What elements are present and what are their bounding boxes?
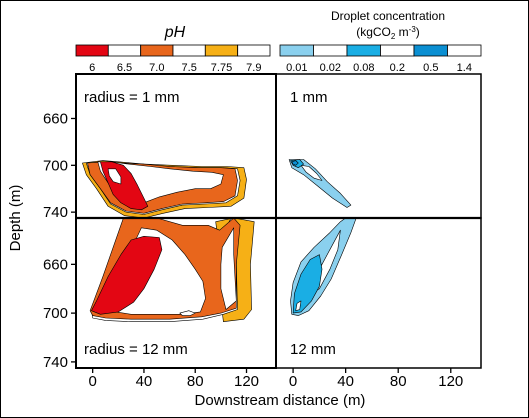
x-tick-label: 40 (136, 373, 153, 390)
x-tick-label: 120 (234, 373, 259, 390)
y-axis-title: Depth (m) (7, 185, 24, 252)
droplet-colorbar-tick-label: 0.08 (353, 62, 374, 74)
contour-ph-12mm-6 (179, 310, 196, 316)
droplet-colorbar-band-2 (346, 44, 381, 57)
contours-drop-1mm (288, 159, 352, 208)
axes: 0 40 80 120 0 40 80 120 660 700 740 660 700 740 (43, 110, 463, 390)
contours-ph-12mm (89, 218, 255, 323)
panel-label-drop-12mm: 12 mm (290, 341, 336, 358)
contour-ph-1mm-5 (107, 168, 122, 185)
droplet-title-sup: -3 (409, 25, 417, 34)
panel-label-ph-1mm: radius = 1 mm (84, 89, 179, 106)
x-tick-label: 0 (88, 373, 96, 390)
ph-colorbar-tick-label: 7.9 (246, 62, 261, 74)
contour-drop-12mm-2 (292, 254, 323, 314)
ph-colorbar-band-4 (204, 44, 239, 57)
ph-colorbar-tick-label: 7.0 (149, 62, 164, 74)
droplet-colorbar-band-0 (279, 44, 314, 57)
x-tick-label: 80 (390, 373, 407, 390)
droplet-colorbar-title-line1: Droplet concentration (331, 9, 445, 23)
y-tick-label: 660 (43, 256, 68, 273)
x-tick-label: 40 (337, 373, 354, 390)
colorbars: 6 6.5 7.0 7.5 7.75 7.9 0.01 0.02 0.08 0.2 0.5 1.4 (75, 44, 482, 74)
contour-layers (82, 159, 357, 323)
contours-drop-12mm (290, 218, 357, 316)
droplet-title-sub: 2 (391, 32, 396, 41)
droplet-colorbar-tick-label: 0.2 (390, 62, 405, 74)
ph-colorbar-tick-label: 7.5 (182, 62, 197, 74)
droplet-colorbar-tick-label: 0.5 (423, 62, 438, 74)
droplet-colorbar-band-5 (447, 44, 482, 57)
panel-label-drop-1mm: 1 mm (290, 89, 328, 106)
ph-colorbar-band-0 (75, 44, 109, 57)
x-tick-label: 80 (187, 373, 204, 390)
y-tick-label: 700 (43, 305, 68, 322)
droplet-title-mid: m (395, 25, 408, 39)
droplet-colorbar-band-4 (413, 44, 448, 57)
contour-drop-1mm-3 (291, 160, 299, 166)
ph-colorbar-tick-label: 6 (89, 62, 95, 74)
droplet-colorbar-tick-label: 0.02 (320, 62, 341, 74)
x-tick-label: 120 (438, 373, 463, 390)
contour-ph-12mm-5 (91, 236, 163, 315)
droplet-colorbar-tick-label: 1.4 (457, 62, 472, 74)
droplet-title-prefix: (kgCO (356, 25, 391, 39)
x-tick-label: 0 (289, 373, 297, 390)
ph-colorbar-band-3 (172, 44, 206, 57)
droplet-colorbar-title-line2: (kgCO2 m-3) (356, 25, 420, 41)
ph-colorbar-band-1 (107, 44, 142, 57)
x-axis-title: Downstream distance (m) (195, 392, 366, 409)
y-tick-label: 740 (43, 204, 68, 221)
ph-colorbar-band-5 (237, 44, 271, 57)
contour-ph-12mm-7 (220, 227, 237, 310)
droplet-colorbar-band-1 (313, 44, 348, 57)
ph-colorbar-title: pH (164, 24, 186, 41)
y-tick-label: 700 (43, 157, 68, 174)
droplet-colorbar-tick-label: 0.01 (286, 62, 307, 74)
contours-ph-1mm (82, 160, 247, 218)
panel-label-ph-12mm: radius = 12 mm (84, 341, 188, 358)
y-tick-label: 660 (43, 110, 68, 127)
ph-colorbar-band-2 (140, 44, 174, 57)
droplet-colorbar-band-3 (380, 44, 415, 57)
ph-colorbar-tick-label: 6.5 (117, 62, 132, 74)
contour-drop-1mm-0 (288, 159, 352, 208)
ph-colorbar-tick-label: 7.75 (211, 62, 232, 74)
contour-drop-12mm-3 (295, 300, 302, 312)
contour-drop-1mm-1 (300, 165, 323, 181)
droplet-title-suffix: ) (416, 25, 420, 39)
y-tick-label: 740 (43, 354, 68, 371)
